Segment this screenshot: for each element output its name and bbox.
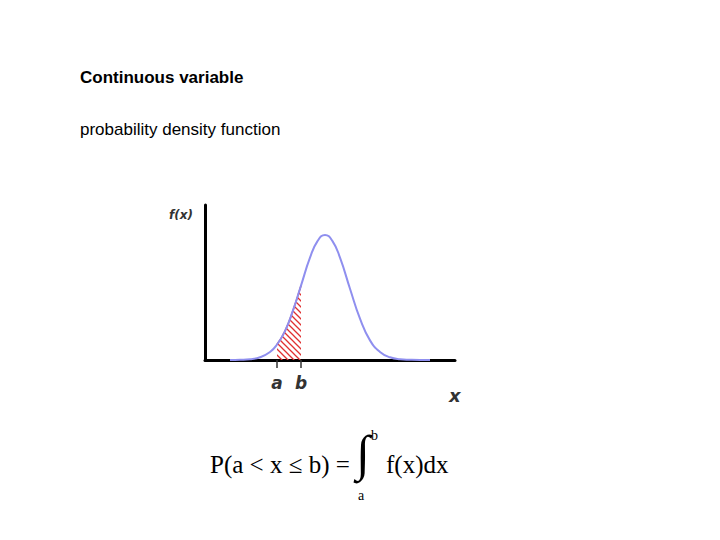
svg-text:x: x <box>448 385 462 406</box>
svg-text:b: b <box>295 373 307 393</box>
html-text:f(x)dx: f(x)dx <box>386 451 449 478</box>
html-text:probability density function: probability density function <box>80 120 281 139</box>
html-text:P(a < x ≤ b) =: P(a < x ≤ b) = <box>210 451 350 478</box>
html-text:a: a <box>358 488 365 503</box>
html-text:b: b <box>371 428 378 443</box>
html-text:Continuous variable: Continuous variable <box>80 68 244 87</box>
svg-text:a: a <box>271 373 282 393</box>
svg-text:f(x): f(x) <box>169 208 193 222</box>
